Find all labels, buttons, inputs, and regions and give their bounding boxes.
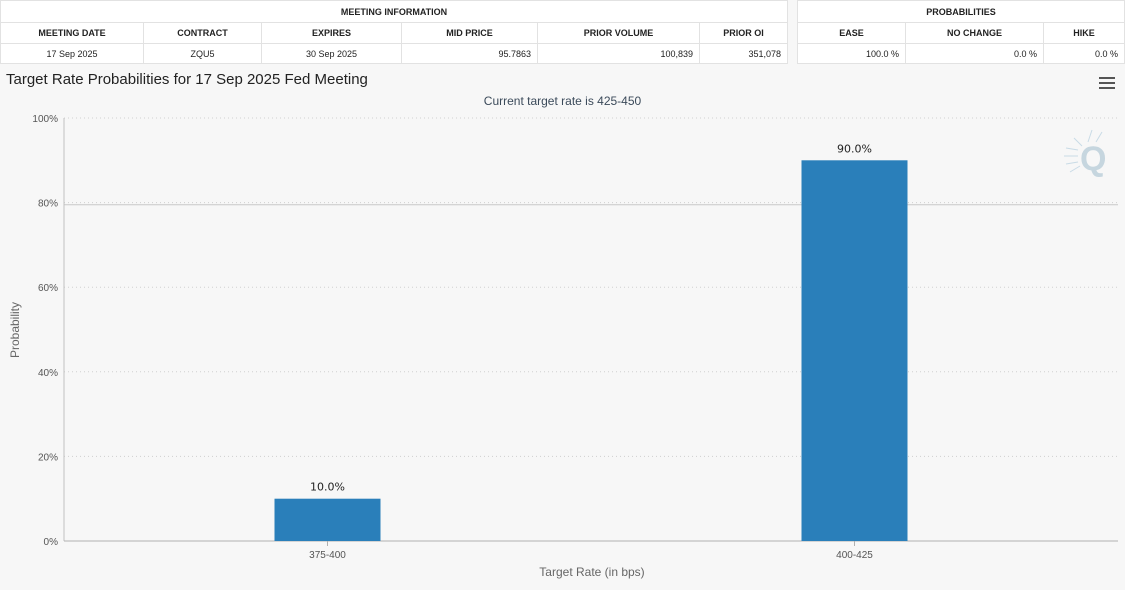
probabilities-table: PROBABILITIES EASE NO CHANGE HIKE 100.0 …	[797, 0, 1125, 64]
data-label: 90.0%	[837, 142, 872, 155]
cell-hike: 0.0 %	[1043, 43, 1125, 64]
cell-prior-oi: 351,078	[699, 43, 788, 64]
data-label: 10.0%	[310, 481, 345, 494]
x-tick-label: 375-400	[309, 550, 346, 561]
y-tick-label: 100%	[32, 114, 58, 125]
meeting-information-table: MEETING INFORMATION MEETING DATE CONTRAC…	[0, 0, 788, 64]
bars	[274, 160, 908, 542]
y-axis-title: Probability	[8, 302, 22, 358]
labels: 0% 20% 40% 60% 80% 100% 10.0% 375-400 90.0% 400-4…	[32, 114, 873, 561]
svg-text:Q: Q	[1080, 140, 1106, 178]
grid-lines	[63, 117, 1118, 546]
chart-title: Target Rate Probabilities for 17 Sep 202…	[6, 71, 368, 88]
y-tick-label: 60%	[38, 283, 58, 294]
y-tick-label: 80%	[38, 199, 58, 210]
cell-prior-volume: 100,839	[537, 43, 700, 64]
y-tick-label: 20%	[38, 452, 58, 463]
q-logo-icon: Q	[1064, 129, 1106, 178]
bar-400-425[interactable]	[801, 160, 908, 542]
bar-375-400[interactable]	[274, 498, 381, 541]
cell-mid-price: 95.7863	[401, 43, 538, 64]
hamburger-menu-icon[interactable]	[1099, 77, 1115, 91]
chart-subtitle: Current target rate is 425-450	[483, 94, 642, 108]
y-tick-label: 0%	[44, 537, 59, 548]
y-tick-label: 40%	[38, 368, 58, 379]
x-tick-label: 400-425	[836, 550, 873, 561]
x-axis-title: Target Rate (in bps)	[539, 565, 644, 579]
